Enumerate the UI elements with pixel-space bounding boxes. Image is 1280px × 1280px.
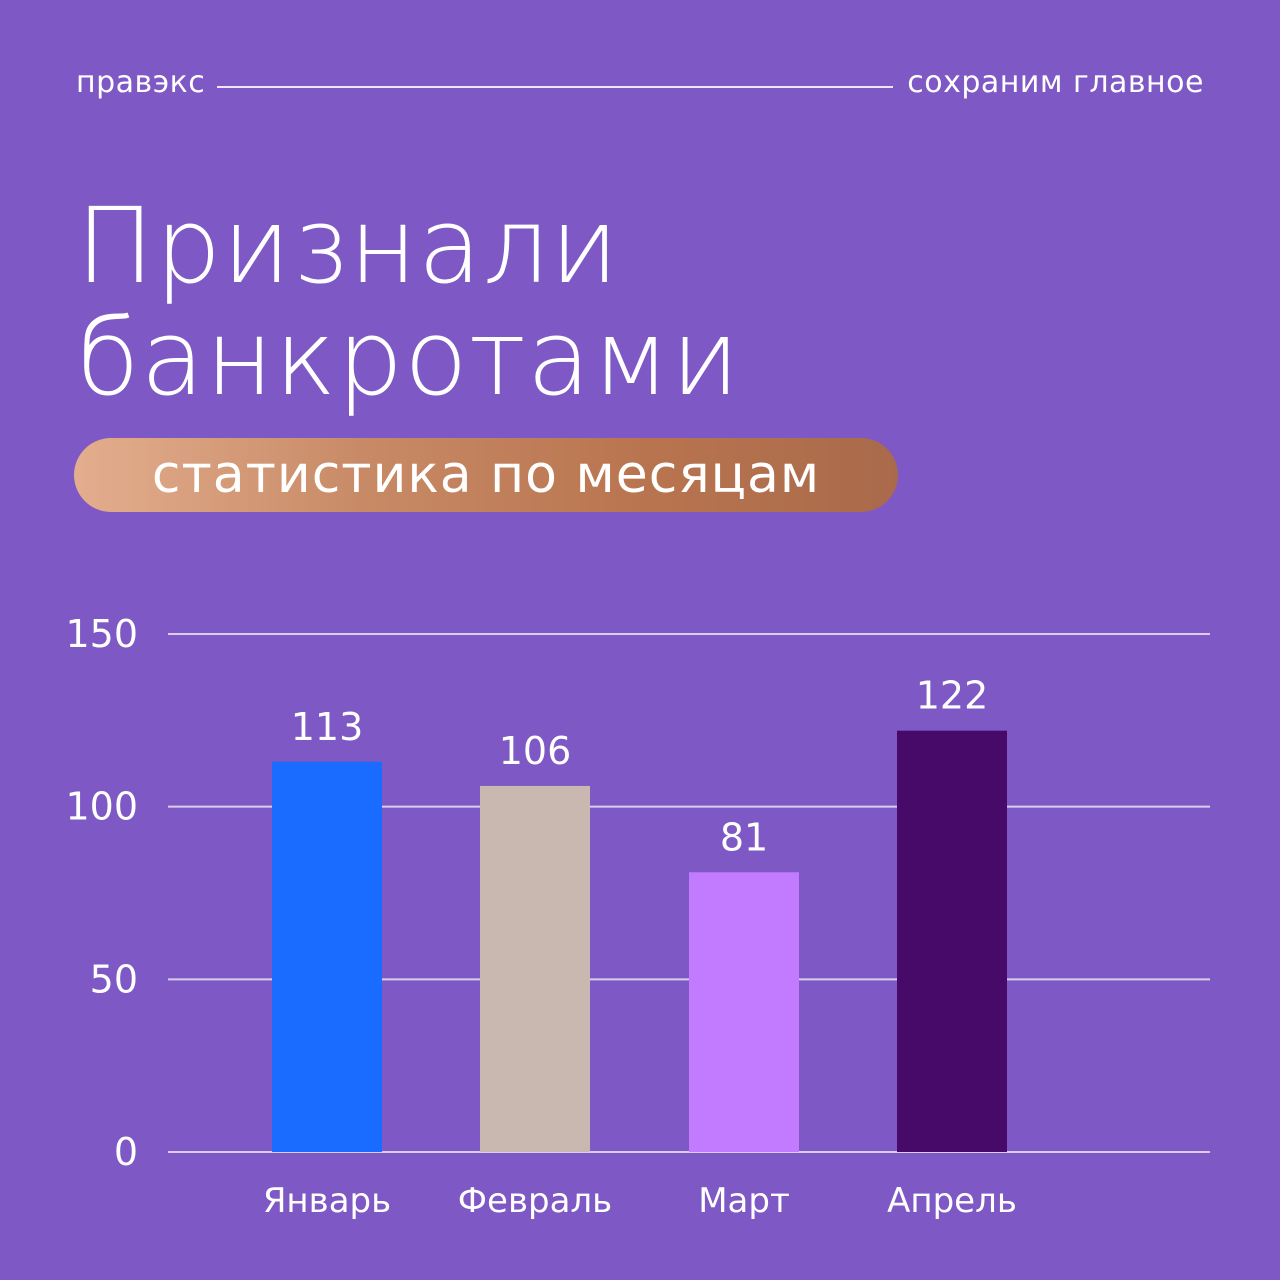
bar	[272, 761, 382, 1152]
bar	[480, 785, 590, 1152]
subtitle-pill: статистика по месяцам	[74, 438, 898, 512]
page-title: Признали банкротами	[76, 190, 741, 414]
y-tick-label: 150	[65, 612, 138, 656]
value-label: 113	[291, 705, 364, 749]
bar	[897, 730, 1007, 1152]
x-category-label: Февраль	[458, 1181, 612, 1221]
x-category-label: Январь	[263, 1181, 391, 1221]
value-label: 81	[720, 815, 768, 859]
slogan: сохраним главное	[907, 64, 1204, 100]
value-label: 122	[916, 674, 989, 718]
title-line-2: банкротами	[76, 297, 741, 419]
brand-name: правэкс	[76, 64, 206, 100]
bar	[689, 872, 799, 1152]
x-category-label: Март	[698, 1181, 790, 1221]
title-line-1: Признали	[76, 185, 620, 307]
y-tick-label: 0	[114, 1130, 138, 1174]
header-divider	[217, 86, 894, 88]
header: правэкс сохраним главное	[76, 62, 1204, 102]
value-label: 106	[499, 729, 572, 773]
y-tick-label: 100	[65, 785, 138, 829]
x-category-label: Апрель	[887, 1181, 1017, 1221]
y-tick-label: 50	[90, 957, 138, 1001]
